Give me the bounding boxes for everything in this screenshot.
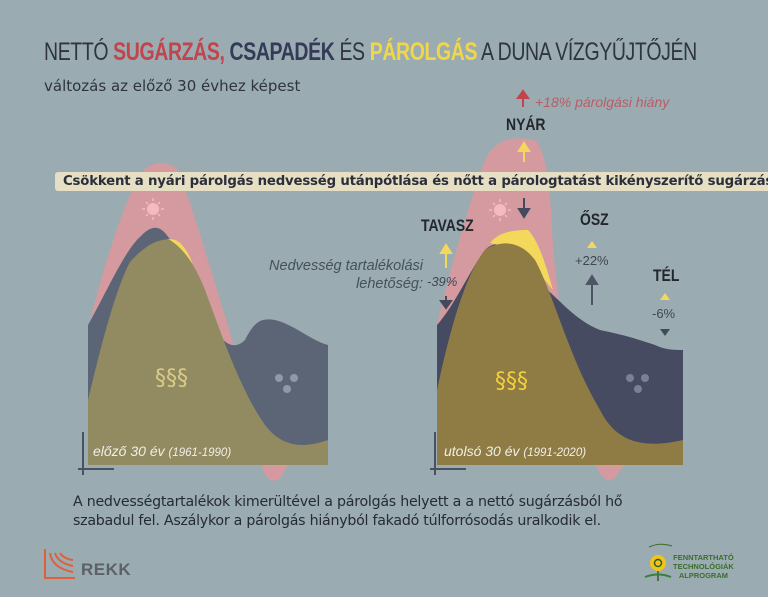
moisture-reserve-label: Nedvesség tartalékolási lehetőség: — [269, 257, 423, 293]
period-previous-text: előző 30 év — [93, 443, 165, 459]
moisture-reserve-line2: lehetőség: — [356, 276, 423, 292]
title-comma: , — [219, 38, 230, 66]
title-radiation: SUGÁRZÁS — [113, 38, 220, 66]
rekk-logo-icon — [44, 549, 75, 579]
footer-text: A nedvességtartalékok kimerültével a pár… — [73, 493, 623, 531]
period-previous-years: (1961-1990) — [168, 447, 232, 459]
summer-up-arrow-icon — [517, 141, 531, 162]
rain-drops-icon-last — [626, 374, 649, 393]
autumn-change-value: +22% — [575, 253, 609, 268]
title-precipitation: CSAPADÉK — [229, 38, 335, 66]
period-last-text: utolsó 30 év — [444, 443, 520, 459]
sun-icon-last — [489, 199, 511, 221]
evaporation-deficit-label: +18% párolgási hiány — [535, 94, 670, 110]
footer-line1: A nedvességtartalékok kimerültével a pár… — [73, 494, 623, 510]
rekk-logo-text: REKK — [81, 560, 132, 579]
period-label-last: utolsó 30 év (1991-2020) — [444, 443, 586, 459]
evaporation-area-prev — [88, 239, 328, 465]
key-message-banner: Csökkent a nyári párolgás nedvesség után… — [55, 172, 768, 191]
footer-line2: szabadul fel. Aszálykor a párolgás hiány… — [73, 513, 601, 529]
evaporation-area-last — [437, 243, 683, 465]
spring-change-value: -39% — [427, 274, 458, 289]
summer-down-arrow-icon — [517, 198, 531, 219]
axis-corner-last — [430, 432, 466, 475]
chart-previous-30-years: §§§ — [78, 163, 328, 481]
axis-corner-prev — [78, 432, 114, 475]
rain-drops-icon-prev — [275, 374, 298, 393]
heat-waves-icon-prev: §§§ — [155, 366, 188, 391]
title-suffix: A DUNA VÍZGYŰJTŐJÉN — [477, 38, 697, 66]
sun-icon-prev — [142, 198, 164, 220]
title-evaporation: PÁROLGÁS — [369, 38, 478, 66]
autumn-triangle-icon — [587, 241, 597, 248]
ftl-line1: FENNTARTHATÓ — [673, 553, 734, 562]
ftl-line3: ALPROGRAM — [678, 571, 728, 580]
subtitle: változás az előző 30 évhez képest — [44, 77, 301, 95]
season-label-summer: NYÁR — [506, 115, 546, 134]
winter-change-value: -6% — [652, 306, 676, 321]
spring-up-arrow-icon — [439, 243, 453, 268]
page-title: NETTÓ SUGÁRZÁS, CSAPADÉK ÉS PÁROLGÁS A D… — [44, 38, 697, 67]
ftl-logo-text: FENNTARTHATÓ TECHNOLÓGIÁK ALPROGRAM — [673, 553, 734, 580]
period-label-previous: előző 30 év (1961-1990) — [93, 443, 231, 459]
season-label-winter: TÉL — [653, 266, 680, 285]
season-label-autumn: ŐSZ — [580, 210, 609, 229]
title-prefix: NETTÓ — [44, 38, 114, 66]
heat-waves-icon-last: §§§ — [495, 369, 528, 394]
season-label-spring: TAVASZ — [421, 216, 474, 235]
deficit-arrow-icon — [516, 89, 530, 107]
title-and: ÉS — [334, 38, 370, 66]
autumn-up-arrow-icon — [585, 274, 599, 305]
moisture-reserve-line1: Nedvesség tartalékolási — [269, 258, 423, 274]
winter-triangle-icon — [660, 293, 670, 300]
ftl-logo-icon — [644, 543, 673, 581]
chart-last-30-years: §§§ — [430, 89, 683, 481]
period-last-years: (1991-2020) — [523, 447, 587, 459]
spring-down-arrow-icon — [439, 296, 453, 310]
ftl-line2: TECHNOLÓGIÁK — [673, 562, 734, 571]
winter-down-triangle-icon — [660, 329, 670, 336]
